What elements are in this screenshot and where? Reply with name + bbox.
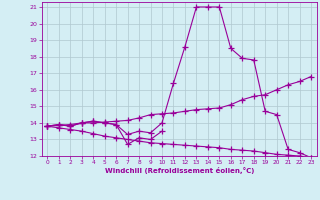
X-axis label: Windchill (Refroidissement éolien,°C): Windchill (Refroidissement éolien,°C) xyxy=(105,167,254,174)
